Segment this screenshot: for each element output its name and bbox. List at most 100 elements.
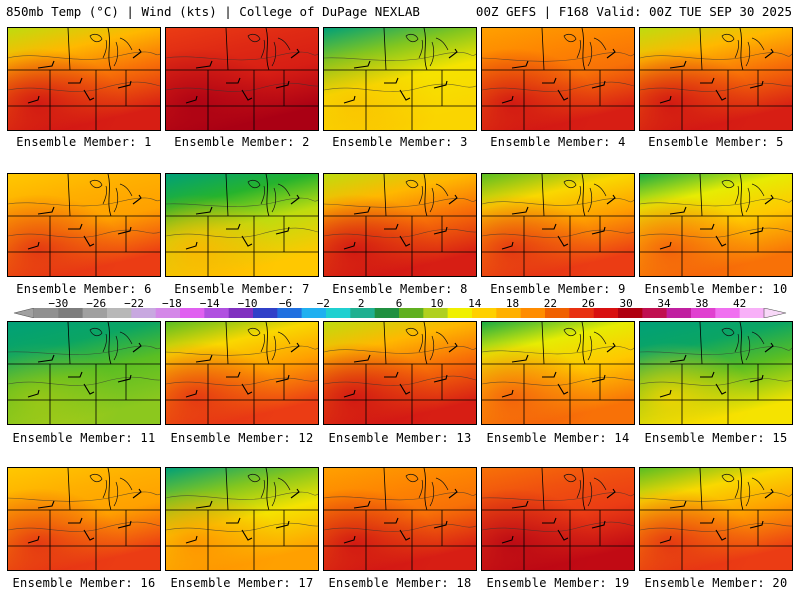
colorbar-max-arrow — [763, 308, 787, 318]
colorbar-tick-label: −18 — [161, 297, 182, 310]
wind-barbs — [343, 342, 458, 398]
warm-core — [482, 468, 634, 570]
colorbar-swatch — [107, 308, 132, 318]
ensemble-map-3 — [323, 27, 477, 131]
colorbar-swatch — [155, 308, 181, 318]
wind-barbs — [185, 488, 300, 544]
ensemble-map-17 — [165, 467, 319, 571]
great-lakes-outline — [89, 473, 133, 507]
colorbar-tick-label: −30 — [48, 297, 69, 310]
great-lakes-outline — [247, 327, 291, 361]
isotherm-lines — [166, 197, 318, 238]
colorbar — [13, 308, 787, 318]
colorbar-swatch — [350, 308, 375, 318]
state-boundaries — [8, 468, 160, 570]
ensemble-map-19 — [481, 467, 635, 571]
wind-barbs — [343, 194, 458, 250]
colorbar-tick-label: 22 — [543, 297, 558, 310]
state-boundaries — [166, 322, 318, 424]
isotherm-lines — [482, 198, 634, 238]
great-lakes-outline — [247, 33, 291, 67]
state-boundaries — [8, 28, 160, 130]
great-lakes-outline — [89, 33, 133, 67]
wind-barbs — [27, 194, 142, 250]
colorbar-swatch — [545, 308, 570, 318]
warm-core — [8, 174, 160, 276]
wind-barbs — [501, 488, 616, 544]
isotherm-lines — [640, 346, 792, 386]
member-caption: Ensemble Member: 10 — [644, 282, 788, 296]
isotherm-lines — [8, 51, 160, 92]
ensemble-map-15 — [639, 321, 793, 425]
colorbar-swatch — [374, 308, 400, 318]
state-boundaries — [166, 28, 318, 130]
state-boundaries — [640, 322, 792, 424]
isotherm-lines — [482, 492, 634, 532]
isotherm-lines — [640, 492, 792, 532]
isotherm-lines — [8, 345, 160, 386]
state-boundaries — [324, 468, 476, 570]
great-lakes-outline — [563, 327, 607, 361]
member-caption: Ensemble Member: 20 — [644, 576, 788, 590]
state-boundaries — [324, 322, 476, 424]
isotherm-lines — [8, 197, 160, 238]
isotherm-lines — [324, 346, 476, 386]
member-caption: Ensemble Member: 2 — [174, 135, 310, 149]
isotherm-lines — [324, 52, 476, 92]
state-boundaries — [8, 322, 160, 424]
isotherm-lines — [324, 198, 476, 238]
colorbar-tick-label: 30 — [619, 297, 633, 310]
wind-barbs — [659, 488, 774, 544]
member-caption: Ensemble Member: 13 — [328, 431, 472, 445]
isotherm-lines — [166, 345, 318, 386]
colorbar-tick-label: −26 — [86, 297, 107, 310]
colorbar-swatch — [326, 308, 351, 318]
ensemble-map-1 — [7, 27, 161, 131]
great-lakes-outline — [405, 473, 449, 507]
ensemble-map-20 — [639, 467, 793, 571]
colorbar-tick-label: 42 — [733, 297, 747, 310]
member-caption: Ensemble Member: 8 — [332, 282, 468, 296]
great-lakes-outline — [721, 33, 765, 67]
colorbar-swatch — [642, 308, 667, 318]
colorbar-swatch — [180, 308, 205, 318]
colorbar-tick-label: 6 — [395, 297, 403, 310]
warm-core — [640, 468, 792, 570]
colorbar-swatch — [301, 308, 327, 318]
member-caption: Ensemble Member: 11 — [12, 431, 156, 445]
great-lakes-outline — [405, 179, 449, 213]
wind-barbs — [659, 342, 774, 398]
warm-core — [8, 468, 160, 570]
colorbar-swatch — [447, 308, 473, 318]
colorbar-tick-label: −22 — [124, 297, 144, 310]
warm-core — [166, 322, 318, 424]
great-lakes-outline — [89, 179, 133, 213]
warm-core — [324, 174, 476, 276]
member-caption: Ensemble Member: 12 — [170, 431, 314, 445]
colorbar-swatch — [593, 308, 619, 318]
state-boundaries — [640, 28, 792, 130]
colorbar-swatch — [131, 308, 156, 318]
isotherm-lines — [8, 491, 160, 532]
colorbar-tick-label: 10 — [430, 297, 444, 310]
isotherm-lines — [324, 492, 476, 532]
colorbar-swatch — [204, 308, 229, 318]
state-boundaries — [324, 174, 476, 276]
isotherm-lines — [166, 491, 318, 532]
wind-barbs — [659, 194, 774, 250]
great-lakes-outline — [563, 473, 607, 507]
colorbar-swatch — [423, 308, 448, 318]
state-boundaries — [8, 174, 160, 276]
colorbar-swatch — [253, 308, 278, 318]
colorbar-swatch — [399, 308, 424, 318]
colorbar-tick-label: 2 — [357, 297, 365, 310]
ensemble-map-12 — [165, 321, 319, 425]
colorbar-tick-label: −6 — [278, 297, 293, 310]
isotherm-lines — [482, 346, 634, 386]
header-right: 00Z GEFS | F168 Valid: 00Z TUE SEP 30 20… — [475, 4, 792, 19]
wind-barbs — [659, 48, 774, 104]
warm-core — [8, 28, 160, 130]
ensemble-map-6 — [7, 173, 161, 277]
great-lakes-outline — [89, 327, 133, 361]
colorbar-swatch — [228, 308, 254, 318]
